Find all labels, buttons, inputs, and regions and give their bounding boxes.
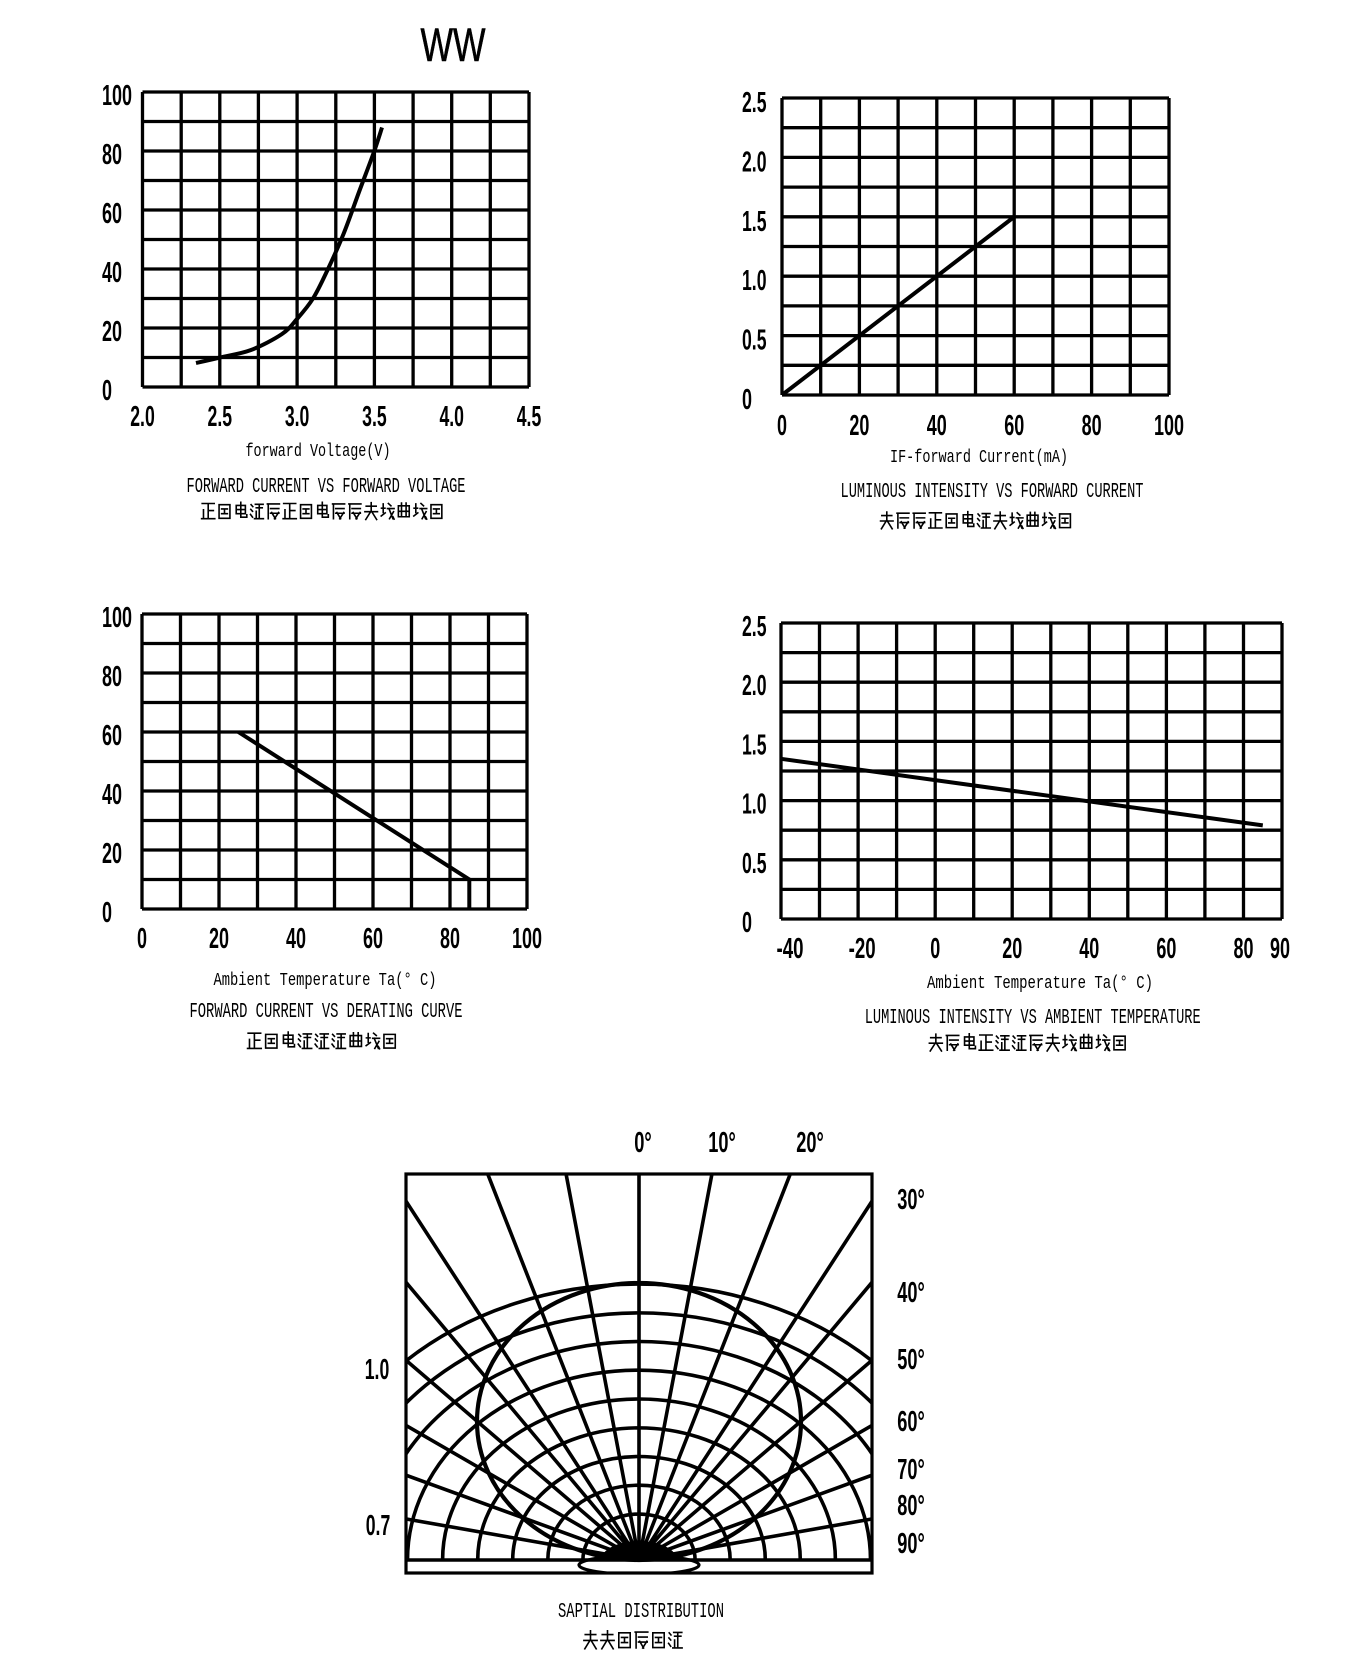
svg-text:2.0: 2.0 <box>742 670 767 702</box>
svg-text:1.5: 1.5 <box>742 729 767 761</box>
svg-text:0: 0 <box>777 410 787 442</box>
svg-text:IF-forward Current(mA): IF-forward Current(mA) <box>890 448 1068 468</box>
svg-text:1.5: 1.5 <box>742 206 767 238</box>
svg-text:FORWARD CURRENT VS FORWARD VOL: FORWARD CURRENT VS FORWARD VOLTAGE <box>187 476 466 499</box>
svg-text:0: 0 <box>102 897 112 929</box>
svg-text:2.0: 2.0 <box>130 401 155 433</box>
svg-text:2.5: 2.5 <box>208 401 233 433</box>
svg-text:80: 80 <box>440 923 460 955</box>
svg-text:0.5: 0.5 <box>742 848 767 880</box>
svg-text:4.0: 4.0 <box>439 401 464 433</box>
svg-text:80: 80 <box>102 661 122 693</box>
svg-text:0: 0 <box>102 375 112 407</box>
svg-text:80: 80 <box>1082 410 1102 442</box>
svg-text:20: 20 <box>102 838 122 870</box>
svg-text:50°: 50° <box>897 1344 925 1376</box>
svg-text:40: 40 <box>102 257 122 289</box>
svg-text:0: 0 <box>930 933 940 965</box>
svg-text:60: 60 <box>363 923 383 955</box>
svg-text:0°: 0° <box>634 1127 652 1159</box>
svg-text:60: 60 <box>1156 933 1176 965</box>
svg-text:4.5: 4.5 <box>517 401 542 433</box>
svg-text:Ambient Temperature Ta(° C): Ambient Temperature Ta(° C) <box>927 974 1153 994</box>
svg-text:-20: -20 <box>849 933 876 965</box>
svg-text:10°: 10° <box>708 1127 736 1159</box>
svg-text:20: 20 <box>209 923 229 955</box>
svg-text:LUMINOUS INTENSITY VS FORWARD: LUMINOUS INTENSITY VS FORWARD CURRENT <box>841 481 1144 504</box>
svg-text:1.0: 1.0 <box>742 265 767 297</box>
svg-text:3.0: 3.0 <box>285 401 310 433</box>
svg-text:90: 90 <box>1270 933 1290 965</box>
svg-text:40: 40 <box>286 923 306 955</box>
svg-text:80: 80 <box>102 139 122 171</box>
svg-text:20: 20 <box>1002 933 1022 965</box>
svg-text:60: 60 <box>102 720 122 752</box>
svg-text:40: 40 <box>102 779 122 811</box>
svg-text:2.5: 2.5 <box>742 611 767 643</box>
svg-text:0: 0 <box>137 923 147 955</box>
svg-text:100: 100 <box>102 602 132 634</box>
svg-text:WW: WW <box>421 18 486 71</box>
svg-text:80: 80 <box>1234 933 1254 965</box>
svg-text:-40: -40 <box>777 933 804 965</box>
svg-text:20: 20 <box>102 316 122 348</box>
svg-text:100: 100 <box>512 923 542 955</box>
svg-text:FORWARD CURRENT VS DERATING CU: FORWARD CURRENT VS DERATING CURVE <box>190 1001 463 1024</box>
svg-text:30°: 30° <box>897 1184 925 1216</box>
svg-text:2.0: 2.0 <box>742 146 767 178</box>
svg-text:40: 40 <box>1079 933 1099 965</box>
svg-text:0.7: 0.7 <box>366 1510 391 1542</box>
svg-text:0: 0 <box>742 907 752 939</box>
svg-text:90°: 90° <box>897 1528 925 1560</box>
svg-text:100: 100 <box>102 80 132 112</box>
svg-text:20°: 20° <box>796 1127 824 1159</box>
svg-text:forward Voltage(V): forward Voltage(V) <box>246 442 391 462</box>
svg-text:40: 40 <box>927 410 947 442</box>
svg-text:100: 100 <box>1154 410 1184 442</box>
svg-text:60: 60 <box>1004 410 1024 442</box>
svg-text:0.5: 0.5 <box>742 325 767 357</box>
svg-text:0: 0 <box>742 384 752 416</box>
svg-text:20: 20 <box>849 410 869 442</box>
svg-text:SAPTIAL DISTRIBUTION: SAPTIAL DISTRIBUTION <box>558 1601 724 1624</box>
svg-text:70°: 70° <box>897 1454 925 1486</box>
svg-text:1.0: 1.0 <box>365 1354 390 1386</box>
svg-text:60: 60 <box>102 198 122 230</box>
svg-text:3.5: 3.5 <box>362 401 387 433</box>
svg-text:40°: 40° <box>897 1277 925 1309</box>
svg-text:LUMINOUS INTENSITY VS AMBIENT: LUMINOUS INTENSITY VS AMBIENT TEMPERATUR… <box>865 1007 1201 1030</box>
svg-text:Ambient Temperature Ta(° C): Ambient Temperature Ta(° C) <box>214 971 437 991</box>
svg-text:2.5: 2.5 <box>742 87 767 119</box>
svg-text:80°: 80° <box>897 1490 925 1522</box>
svg-text:1.0: 1.0 <box>742 789 767 821</box>
svg-text:60°: 60° <box>897 1406 925 1438</box>
